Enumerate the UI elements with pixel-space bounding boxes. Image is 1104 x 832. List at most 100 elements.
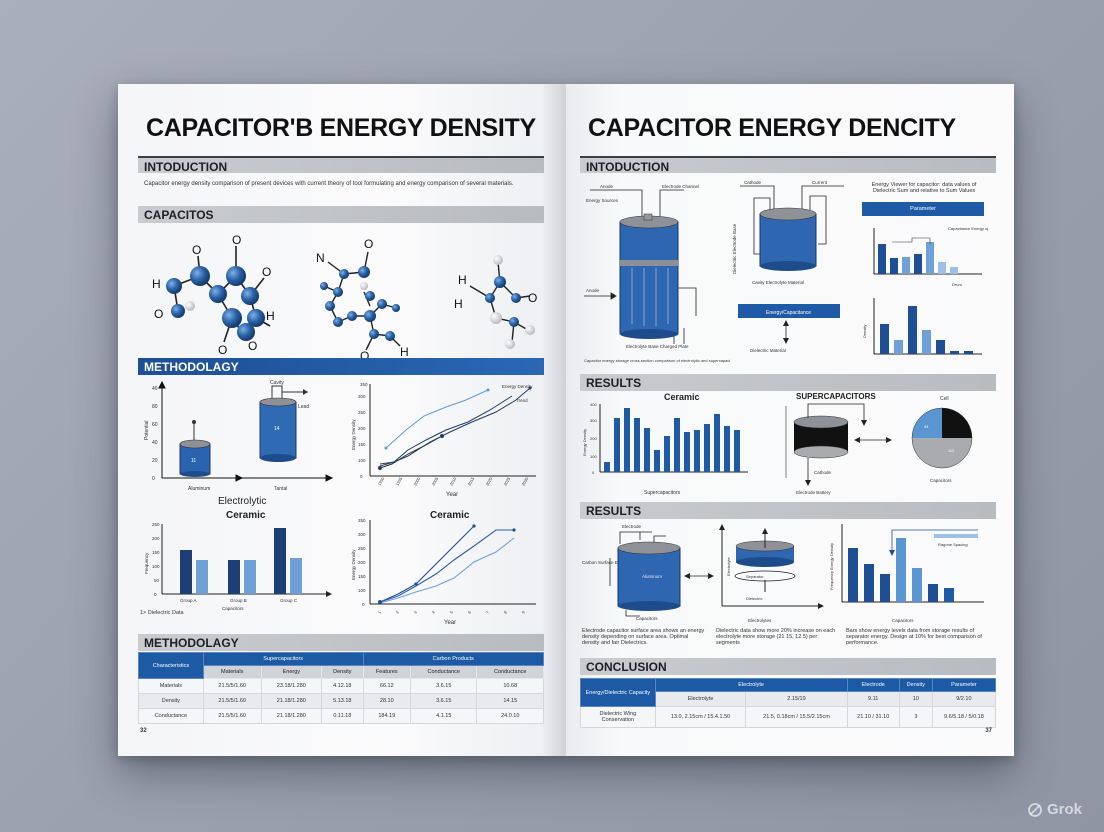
svg-text:1995: 1995: [395, 476, 404, 487]
brochure-spread: CAPACITOR'B ENERGY DENSITY INTODUCTION C…: [118, 84, 1014, 756]
ceramic-line-chart-title: Ceramic: [430, 510, 470, 521]
svg-text:Trend: Trend: [516, 398, 528, 403]
svg-text:1: 1: [377, 609, 383, 614]
svg-text:2025: 2025: [503, 476, 512, 487]
table-row: Materials 21.5/5/1.60 23.18/1.280 4.12.18 66…: [138, 678, 544, 694]
svg-text:Capacitors: Capacitors: [222, 606, 244, 611]
svg-text:H: H: [458, 273, 467, 287]
svg-text:300: 300: [590, 418, 597, 423]
svg-text:7: 7: [485, 609, 491, 614]
svg-text:Capacitance Energy options: Capacitance Energy options: [948, 226, 988, 231]
svg-text:Group A: Group A: [180, 598, 197, 603]
svg-text:H: H: [266, 309, 275, 323]
svg-text:8: 8: [503, 609, 509, 614]
svg-text:O: O: [192, 243, 201, 257]
svg-text:Capacitors: Capacitors: [636, 616, 658, 621]
svg-text:Cell: Cell: [940, 396, 949, 402]
results-bullet-3: Bars show energy levels data from storag…: [846, 628, 982, 646]
svg-text:250: 250: [358, 410, 366, 415]
svg-text:2020: 2020: [485, 476, 494, 487]
svg-text:Electrolytes: Electrolytes: [748, 618, 772, 623]
svg-text:350: 350: [360, 382, 368, 387]
svg-text:6: 6: [467, 609, 473, 614]
capacitor-electrode-diagram: Cathode Current Dielectric Electrode Bas…: [732, 180, 844, 353]
svg-text:O: O: [218, 343, 227, 357]
svg-text:2015: 2015: [467, 476, 476, 487]
svg-text:Electrode Battery: Electrode Battery: [796, 490, 831, 495]
svg-text:O: O: [262, 265, 271, 279]
page-title: CAPACITOR'B ENERGY DENSITY: [146, 114, 536, 142]
svg-text:200: 200: [358, 426, 366, 431]
grok-logo-icon: [1028, 802, 1042, 817]
svg-text:400: 400: [590, 402, 597, 407]
svg-text:300: 300: [358, 394, 366, 399]
svg-text:300: 300: [358, 532, 366, 537]
results-capacitor-diagram: Electrode Carbon Surface Energy Capacito…: [582, 524, 714, 621]
section-heading-introduction: INTODUCTION: [138, 156, 544, 174]
svg-text:Energy Density: Energy Density: [351, 549, 356, 580]
left-page: CAPACITOR'B ENERGY DENSITY INTODUCTION C…: [118, 84, 566, 756]
svg-text:Year: Year: [446, 492, 458, 498]
svg-text:Cavity: Cavity: [270, 380, 284, 386]
svg-text:100: 100: [152, 564, 160, 569]
svg-text:Energy Density: Energy Density: [502, 384, 533, 389]
table-row: Density 21.5/5/1.60 21.18/1.280 5.13.18 28.1…: [138, 693, 544, 709]
intro-panel-text: Energy Viewer for capacitor: data values…: [871, 182, 977, 194]
svg-text:Electrolyte: Electrolyte: [726, 557, 731, 576]
svg-text:200: 200: [152, 536, 160, 541]
molecule-3-atoms: [485, 255, 535, 349]
svg-text:0: 0: [592, 470, 595, 475]
table-row: Conductance 21.5/5/1.60 21.18/1.280 0.11.18…: [138, 708, 544, 724]
cell-pie-chart: Cell 44 112 Capacitors: [911, 396, 973, 483]
svg-text:Cathode: Cathode: [814, 470, 832, 475]
svg-text:0: 0: [360, 474, 363, 479]
results-bullet-1: Electrode capacitor surface area shows a…: [582, 628, 705, 646]
svg-text:250: 250: [152, 522, 160, 527]
svg-text:11: 11: [191, 458, 196, 464]
svg-text:Tantal: Tantal: [274, 486, 287, 492]
molecule-2-atoms: [320, 266, 400, 341]
results-ceramic-title: Ceramic: [664, 392, 700, 402]
svg-text:2030: 2030: [521, 476, 530, 487]
svg-text:Ragone Spacing: Ragone Spacing: [938, 542, 968, 547]
svg-text:100: 100: [358, 588, 366, 593]
molecule-1-atoms: [166, 266, 265, 341]
svg-text:1990: 1990: [377, 476, 386, 487]
svg-text:O: O: [232, 233, 241, 247]
section-heading-results: RESULTS: [580, 374, 996, 391]
results-capacitors-bar-chart: Ragone Spacing Capacitors Frequency Ener…: [829, 524, 984, 623]
svg-text:Frequency: Frequency: [144, 552, 149, 574]
svg-text:Carbon Surface Energy: Carbon Surface Energy: [582, 560, 630, 565]
svg-text:Frequency Energy Density: Frequency Energy Density: [829, 543, 834, 590]
svg-text:3: 3: [413, 609, 419, 614]
svg-text:Electrode: Electrode: [622, 524, 642, 529]
page-title: CAPACITOR ENERGY DENCITY: [588, 114, 956, 142]
svg-text:Group C: Group C: [280, 598, 298, 603]
parameter-button[interactable]: Parameter: [862, 202, 984, 216]
svg-text:9: 9: [521, 609, 527, 614]
svg-text:Electrode Channel: Electrode Channel: [662, 184, 699, 189]
svg-text:Dielectric Electrode Base: Dielectric Electrode Base: [732, 223, 737, 274]
svg-text:Drum: Drum: [952, 282, 962, 287]
svg-text:Separator: Separator: [746, 574, 764, 579]
watermark: Grok: [1027, 801, 1082, 818]
svg-text:Aluminum: Aluminum: [642, 574, 662, 579]
svg-text:5: 5: [449, 609, 455, 614]
svg-text:N: N: [316, 251, 325, 265]
svg-text:Capacitor energy storage cross: Capacitor energy storage cross-section c…: [584, 358, 730, 363]
energy-capacitance-button: Energy/Capacitance: [766, 310, 811, 316]
svg-text:Potential: Potential: [144, 421, 150, 440]
supercapacitors-title: SUPERCAPACITORS: [796, 392, 876, 401]
svg-text:2005: 2005: [431, 476, 440, 487]
svg-text:20: 20: [152, 458, 158, 464]
introduction-text: Capacitor energy density comparison of p…: [144, 181, 514, 187]
svg-text:Capacitors: Capacitors: [930, 478, 952, 483]
page-number-right: 37: [985, 728, 992, 734]
supercapacitor-diagram: Cathode Electrode Battery: [785, 403, 892, 495]
svg-text:2: 2: [395, 609, 401, 614]
molecule-3: [469, 261, 531, 343]
capacitor-cross-section-diagram: Anode Electrode Channel Energy Sources A…: [584, 184, 730, 363]
svg-text:2000: 2000: [413, 476, 422, 487]
svg-text:Cathode: Cathode: [744, 180, 762, 185]
